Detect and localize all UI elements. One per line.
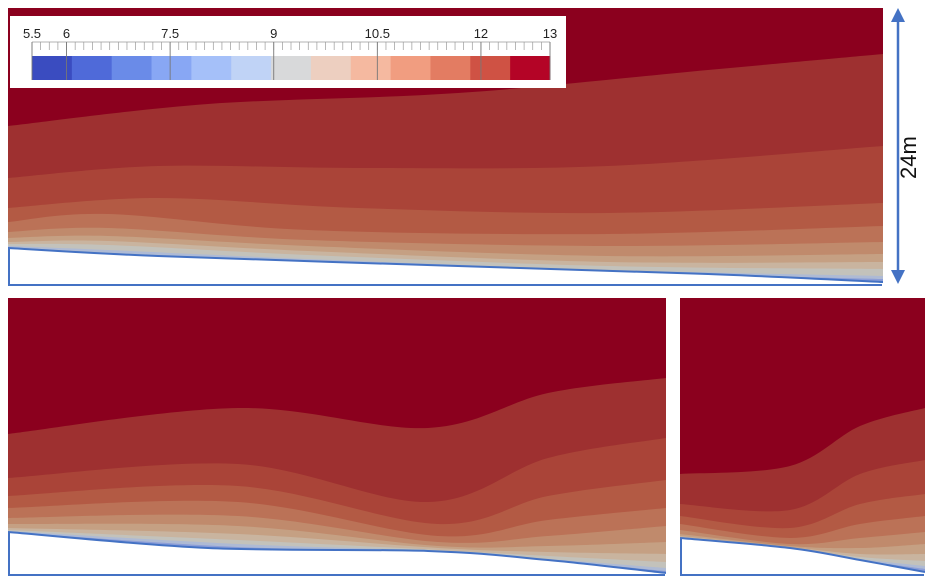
colorbar-tick-label: 10.5 bbox=[364, 26, 390, 41]
colorbar-swatch bbox=[32, 56, 73, 80]
colorbar-swatch bbox=[191, 56, 232, 80]
riverbed-line bbox=[680, 537, 925, 573]
panel-outline bbox=[680, 538, 924, 576]
contour-panel-full-reach bbox=[8, 8, 883, 286]
colorbar-tick-label: 9 bbox=[270, 26, 278, 41]
colorbar-swatch bbox=[510, 56, 551, 80]
panel-outline bbox=[8, 248, 882, 286]
colorbar-swatch bbox=[71, 56, 113, 80]
riverbed-line bbox=[8, 531, 666, 574]
colorbar-tick-label: 5.5 bbox=[22, 26, 42, 41]
riverbed-region bbox=[680, 538, 925, 576]
riverbed-line bbox=[8, 247, 883, 283]
colorbar-tick-label: 12 bbox=[473, 26, 489, 41]
colorbar-swatch bbox=[151, 56, 192, 80]
colorbar-tick-label: 7.5 bbox=[161, 26, 180, 41]
riverbed-region bbox=[8, 532, 666, 576]
colorbar-swatch bbox=[470, 56, 511, 80]
colorbar-swatch bbox=[111, 56, 153, 80]
contour-panel-zoom-right bbox=[680, 298, 925, 576]
colorbar-swatch bbox=[231, 56, 272, 80]
colorbar-swatch bbox=[271, 56, 312, 80]
riverbed-region bbox=[8, 248, 883, 286]
colorbar-tick-label: 6 bbox=[62, 26, 71, 41]
contour-panel-zoom-left bbox=[8, 298, 666, 576]
height-scale-arrow bbox=[891, 8, 905, 284]
colorbar-swatch bbox=[390, 56, 431, 80]
colorbar-tick-label: 13 bbox=[542, 26, 558, 41]
colorbar-swatch bbox=[310, 56, 352, 80]
colorbar-legend: 5.5 6 7.5 9 10.5 12 13 bbox=[10, 16, 566, 88]
colorbar-swatch bbox=[350, 56, 392, 80]
height-scale-label: 24m bbox=[896, 136, 921, 180]
colorbar-swatch bbox=[430, 56, 471, 80]
panel-outline bbox=[8, 532, 665, 576]
